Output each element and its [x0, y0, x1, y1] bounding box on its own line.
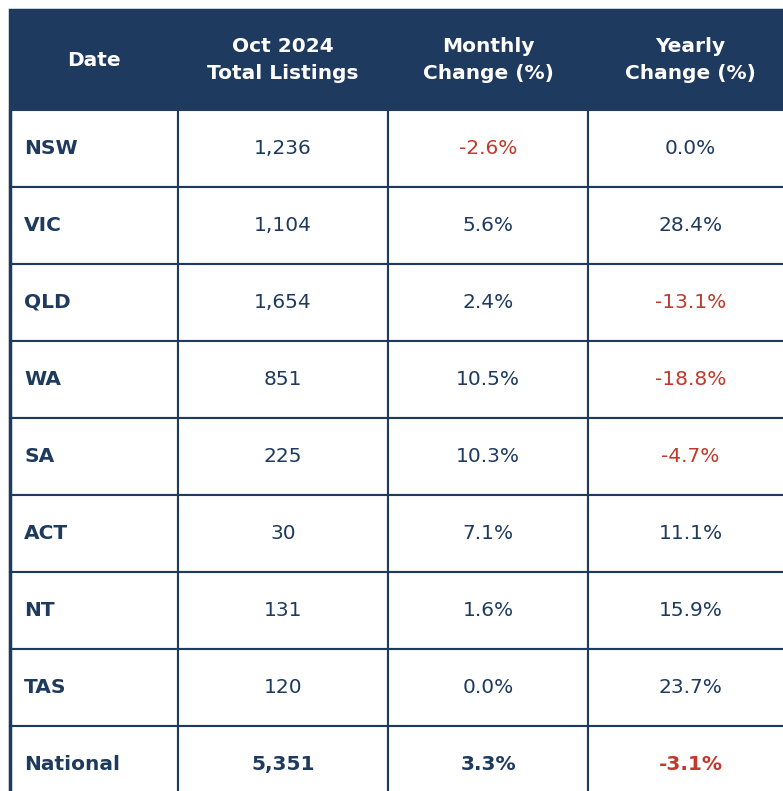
Text: 1,236: 1,236: [254, 139, 312, 158]
Text: 3.3%: 3.3%: [460, 755, 516, 774]
Text: National: National: [24, 755, 120, 774]
Bar: [10, 10, 178, 110]
Text: 1,654: 1,654: [254, 293, 312, 312]
Text: Yearly
Change (%): Yearly Change (%): [625, 37, 756, 83]
Bar: [10, 495, 178, 572]
Bar: [588, 341, 783, 418]
Text: TAS: TAS: [24, 678, 67, 697]
Text: Oct 2024
Total Listings: Oct 2024 Total Listings: [207, 37, 359, 83]
Bar: [10, 341, 178, 418]
Bar: [178, 10, 388, 110]
Text: 5,351: 5,351: [251, 755, 315, 774]
Text: VIC: VIC: [24, 216, 62, 235]
Bar: [10, 572, 178, 649]
Bar: [10, 649, 178, 726]
Text: Monthly
Change (%): Monthly Change (%): [423, 37, 554, 83]
Bar: [388, 649, 588, 726]
Text: 131: 131: [264, 601, 302, 620]
Bar: [388, 726, 588, 791]
Bar: [588, 418, 783, 495]
Bar: [588, 572, 783, 649]
Bar: [388, 110, 588, 187]
Bar: [588, 264, 783, 341]
Text: -13.1%: -13.1%: [655, 293, 726, 312]
Text: 120: 120: [264, 678, 302, 697]
Bar: [178, 572, 388, 649]
Text: -3.1%: -3.1%: [659, 755, 723, 774]
Bar: [178, 187, 388, 264]
Bar: [178, 341, 388, 418]
Text: NT: NT: [24, 601, 55, 620]
Text: 15.9%: 15.9%: [659, 601, 723, 620]
Bar: [388, 187, 588, 264]
Bar: [10, 110, 178, 187]
Bar: [388, 341, 588, 418]
Text: 225: 225: [264, 447, 302, 466]
Bar: [178, 418, 388, 495]
Bar: [10, 264, 178, 341]
Bar: [588, 110, 783, 187]
Text: 10.5%: 10.5%: [456, 370, 520, 389]
Text: 0.0%: 0.0%: [463, 678, 514, 697]
Text: NSW: NSW: [24, 139, 78, 158]
Text: Date: Date: [67, 51, 121, 70]
Text: WA: WA: [24, 370, 61, 389]
Text: QLD: QLD: [24, 293, 70, 312]
Text: 23.7%: 23.7%: [659, 678, 723, 697]
Text: 0.0%: 0.0%: [665, 139, 716, 158]
Bar: [588, 10, 783, 110]
Bar: [10, 187, 178, 264]
Text: SA: SA: [24, 447, 54, 466]
Bar: [178, 649, 388, 726]
Text: 7.1%: 7.1%: [463, 524, 514, 543]
Bar: [388, 264, 588, 341]
Text: 11.1%: 11.1%: [659, 524, 723, 543]
Bar: [388, 10, 588, 110]
Bar: [388, 495, 588, 572]
Bar: [178, 726, 388, 791]
Bar: [588, 726, 783, 791]
Text: 10.3%: 10.3%: [456, 447, 520, 466]
Text: -4.7%: -4.7%: [662, 447, 720, 466]
Bar: [10, 726, 178, 791]
Bar: [388, 572, 588, 649]
Text: 2.4%: 2.4%: [463, 293, 514, 312]
Bar: [178, 495, 388, 572]
Text: 851: 851: [264, 370, 302, 389]
Text: ACT: ACT: [24, 524, 68, 543]
Text: 30: 30: [270, 524, 296, 543]
Bar: [588, 495, 783, 572]
Text: -18.8%: -18.8%: [655, 370, 726, 389]
Text: 5.6%: 5.6%: [463, 216, 514, 235]
Bar: [178, 264, 388, 341]
Text: -2.6%: -2.6%: [459, 139, 518, 158]
Text: 28.4%: 28.4%: [659, 216, 723, 235]
Bar: [588, 649, 783, 726]
Bar: [588, 187, 783, 264]
Text: 1,104: 1,104: [254, 216, 312, 235]
Bar: [10, 418, 178, 495]
Bar: [388, 418, 588, 495]
Text: 1.6%: 1.6%: [463, 601, 514, 620]
Bar: [178, 110, 388, 187]
